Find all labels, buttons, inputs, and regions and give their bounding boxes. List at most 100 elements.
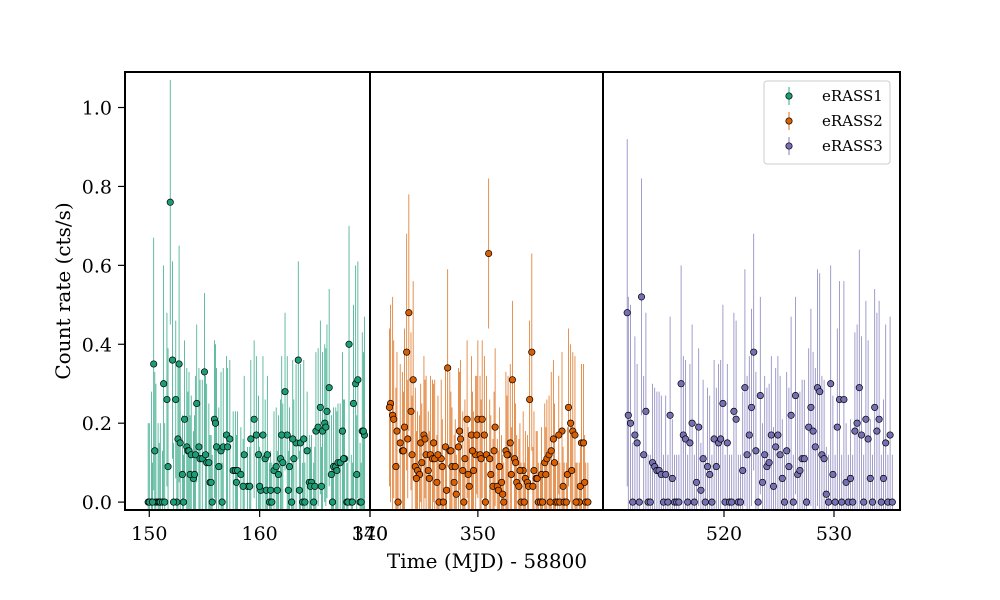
data-point — [202, 451, 210, 459]
data-point — [539, 498, 547, 506]
data-point — [254, 451, 263, 459]
data-point — [871, 403, 879, 411]
data-point — [642, 407, 650, 415]
data-point — [516, 466, 524, 475]
data-point — [172, 395, 180, 404]
data-point — [816, 388, 824, 396]
x-tick-label: 160 — [242, 523, 278, 545]
data-point — [208, 498, 216, 506]
data-point — [684, 498, 692, 506]
data-point — [789, 498, 797, 506]
data-point — [418, 459, 426, 467]
data-point — [750, 348, 758, 356]
data-point — [529, 482, 537, 490]
data-point — [866, 474, 874, 482]
data-point — [831, 498, 839, 506]
series-eRASS2 — [385, 178, 592, 510]
data-point — [190, 470, 199, 479]
data-point — [359, 427, 367, 435]
y-tick-label: 1.0 — [82, 98, 112, 120]
legend: eRASS1 eRASS2 eRASS3 — [763, 80, 891, 165]
data-point — [405, 309, 413, 317]
data-point — [686, 439, 694, 447]
data-point — [452, 490, 460, 498]
data-point — [487, 470, 495, 479]
data-point — [805, 423, 813, 431]
data-point — [741, 384, 749, 392]
data-point — [712, 463, 720, 471]
data-point — [349, 399, 357, 408]
data-point — [800, 455, 808, 463]
data-point — [301, 498, 309, 506]
data-point — [662, 470, 670, 479]
data-point — [404, 435, 412, 443]
data-point — [873, 427, 881, 435]
data-point — [205, 459, 213, 467]
data-point — [752, 447, 760, 455]
data-point — [178, 470, 186, 479]
data-point — [807, 403, 815, 411]
data-point — [562, 498, 570, 506]
data-point — [300, 435, 308, 443]
data-point — [486, 455, 494, 463]
data-point — [348, 498, 356, 506]
data-point — [314, 423, 322, 431]
data-point — [780, 498, 789, 506]
data-point — [491, 423, 499, 431]
data-point — [357, 498, 365, 506]
data-point — [717, 435, 725, 443]
legend-label: eRASS3 — [822, 137, 883, 155]
data-point — [886, 431, 894, 439]
panel-frame — [602, 71, 901, 511]
data-point — [681, 435, 690, 443]
data-point — [317, 482, 325, 490]
data-point — [811, 443, 819, 451]
data-point — [409, 376, 417, 384]
data-point — [623, 309, 631, 317]
data-point — [546, 498, 554, 506]
data-point — [668, 474, 676, 482]
data-point — [761, 451, 769, 459]
data-point — [327, 470, 335, 479]
data-point — [281, 388, 289, 396]
data-point — [515, 482, 523, 490]
legend-label: eRASS1 — [822, 87, 883, 105]
data-point — [542, 470, 550, 479]
data-point — [273, 486, 281, 494]
data-point — [646, 498, 654, 506]
data-point — [708, 498, 716, 506]
data-point — [463, 415, 471, 423]
data-point — [394, 498, 402, 506]
data-point — [339, 455, 348, 463]
data-point — [455, 427, 464, 435]
data-point — [697, 486, 705, 494]
x-tick-label: 520 — [706, 523, 742, 545]
data-point — [846, 474, 855, 482]
data-point — [787, 411, 795, 419]
series-eRASS3 — [623, 139, 896, 510]
data-point — [580, 439, 588, 447]
data-point — [290, 455, 298, 463]
data-point — [211, 419, 220, 427]
data-point — [207, 478, 215, 486]
data-point — [353, 470, 361, 479]
data-point — [451, 463, 459, 471]
data-point — [424, 466, 432, 475]
data-point — [480, 431, 488, 439]
data-point — [459, 466, 467, 475]
data-point — [730, 407, 738, 415]
data-point — [447, 447, 455, 455]
data-point — [635, 498, 643, 506]
data-point — [833, 423, 841, 431]
data-point — [224, 443, 232, 451]
data-point — [160, 380, 168, 388]
data-point — [412, 474, 420, 482]
data-point — [688, 419, 696, 427]
data-point — [776, 451, 784, 459]
data-point — [500, 498, 508, 506]
data-point — [239, 482, 247, 490]
data-point — [864, 435, 872, 443]
data-point — [256, 482, 264, 490]
